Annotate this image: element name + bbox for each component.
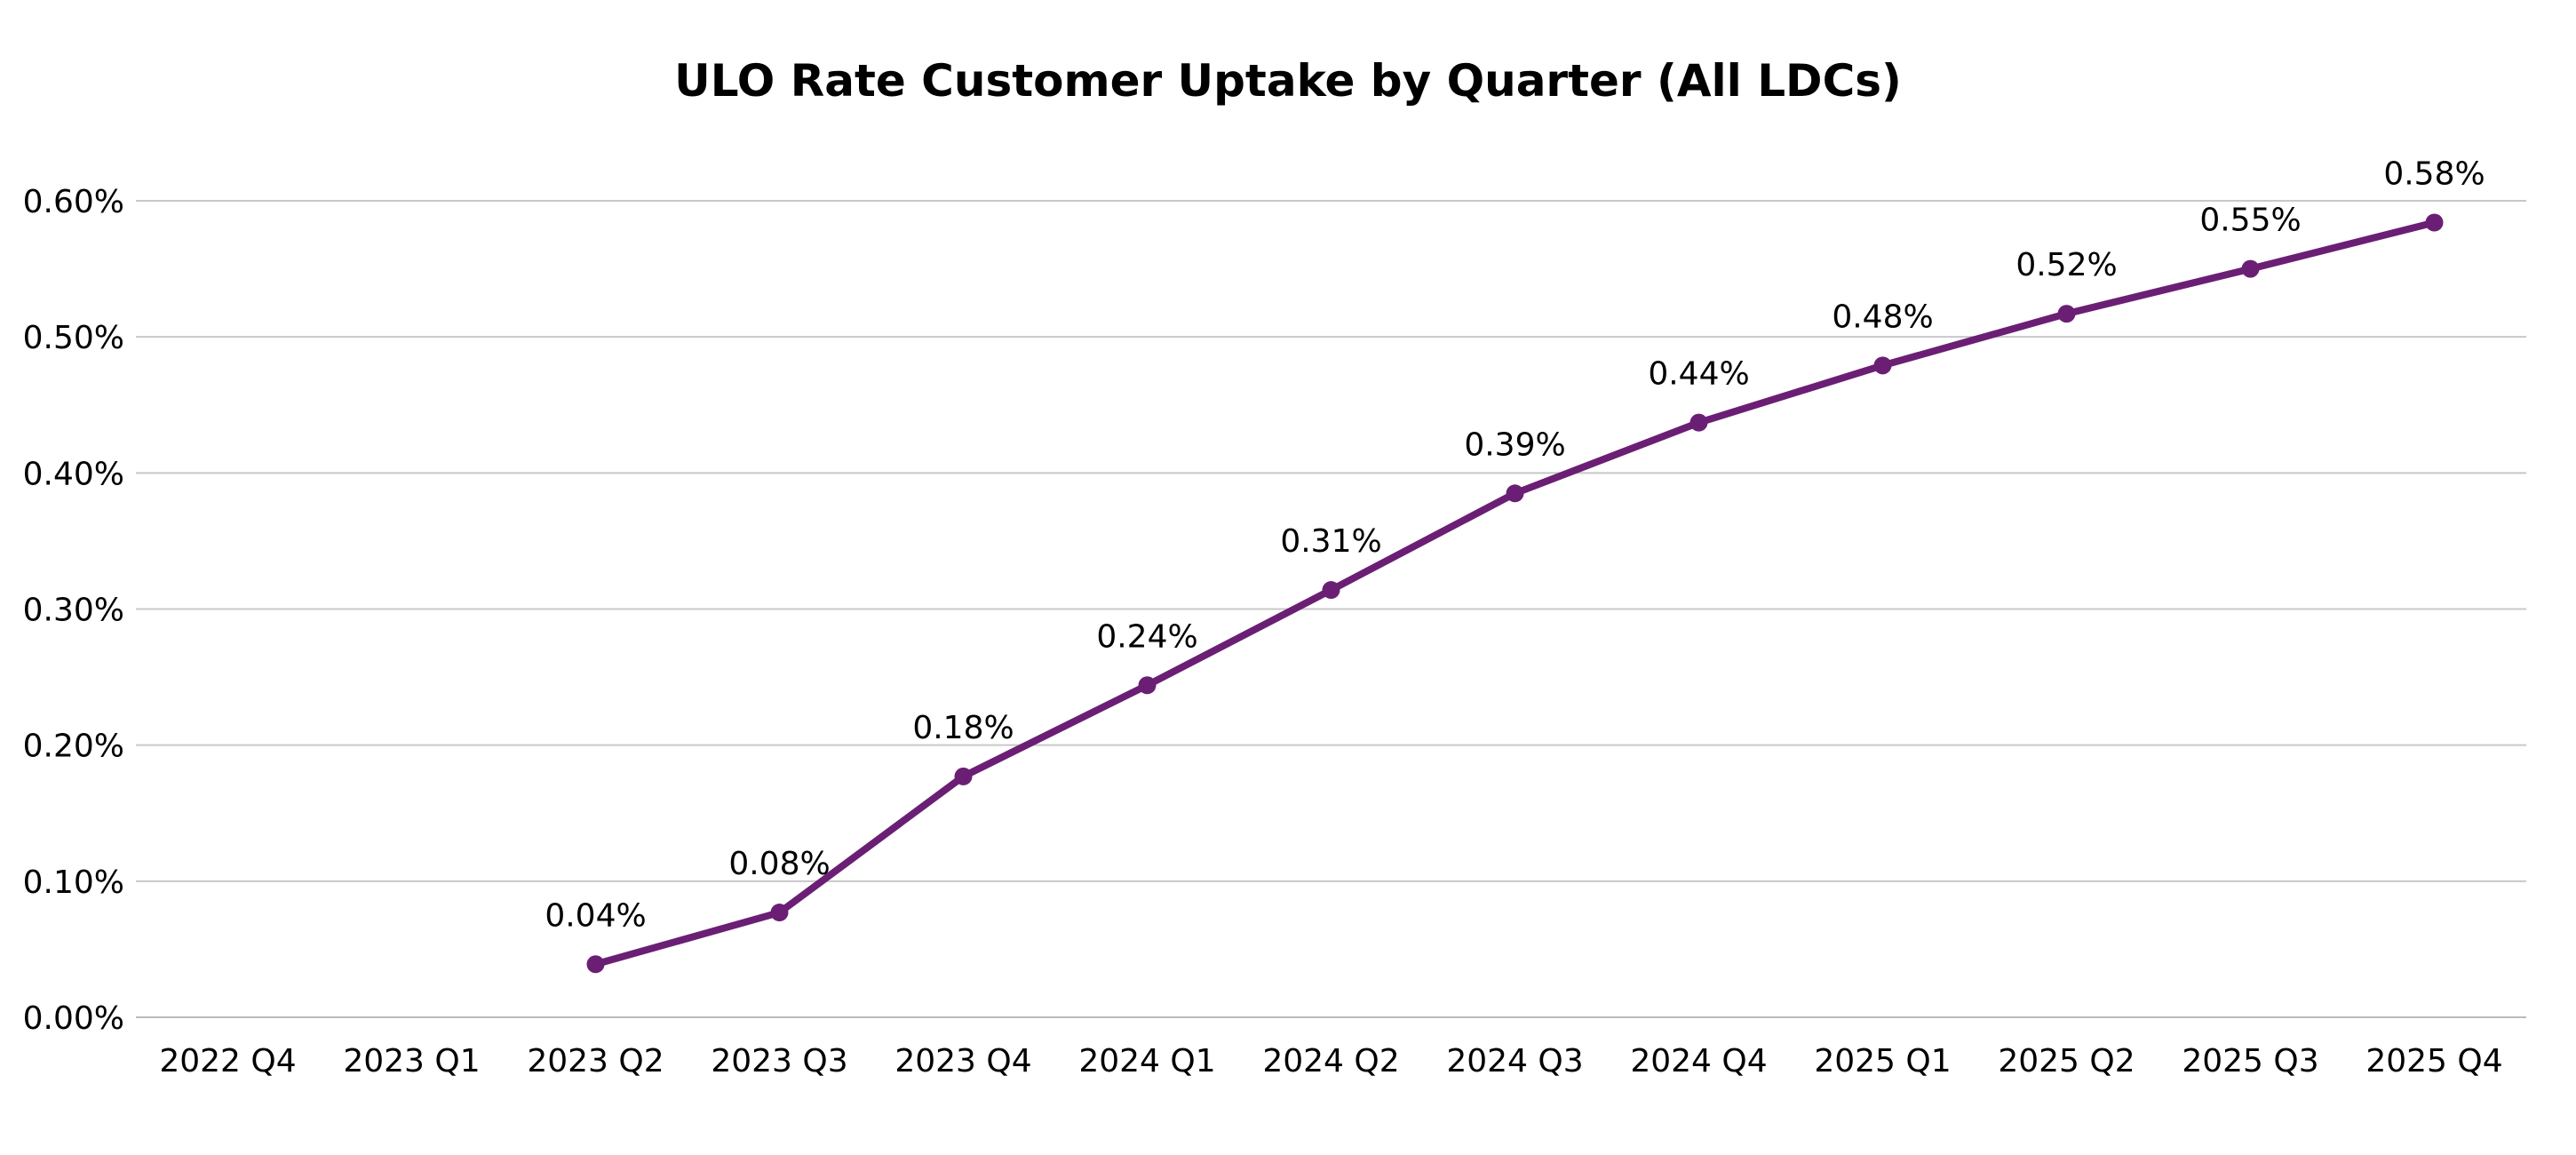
- data-point: [954, 767, 973, 785]
- x-tick-label: 2024 Q4: [1630, 1043, 1767, 1079]
- data-point: [1873, 356, 1892, 375]
- y-tick-label: 0.60%: [23, 184, 124, 220]
- data-label: 0.58%: [2383, 156, 2485, 193]
- data-point: [1690, 413, 1708, 432]
- data-label: 0.04%: [545, 897, 646, 934]
- series-line: [586, 213, 2444, 974]
- data-point: [770, 904, 789, 922]
- y-tick-label: 0.20%: [23, 729, 124, 765]
- y-tick-label: 0.00%: [23, 1000, 124, 1037]
- data-label: 0.52%: [2015, 247, 2117, 283]
- x-tick-label: 2025 Q2: [1998, 1043, 2135, 1079]
- x-tick-label: 2023 Q1: [343, 1043, 480, 1079]
- x-tick-label: 2024 Q3: [1446, 1043, 1583, 1079]
- data-label: 0.48%: [1832, 299, 1933, 335]
- x-tick-label: 2023 Q2: [527, 1043, 664, 1079]
- data-point: [1506, 484, 1524, 503]
- y-tick-label: 0.10%: [23, 864, 124, 901]
- data-point: [1322, 581, 1340, 600]
- x-tick-label: 2022 Q4: [159, 1043, 296, 1079]
- x-tick-label: 2023 Q4: [894, 1043, 1031, 1079]
- x-tick-label: 2024 Q2: [1262, 1043, 1399, 1079]
- x-tick-label: 2025 Q4: [2365, 1043, 2502, 1079]
- data-label: 0.55%: [2199, 203, 2301, 239]
- y-tick-label: 0.30%: [23, 593, 124, 629]
- x-tick-label: 2024 Q1: [1078, 1043, 1215, 1079]
- x-tick-label: 2023 Q3: [711, 1043, 847, 1079]
- y-tick-label: 0.50%: [23, 320, 124, 356]
- data-label: 0.08%: [728, 846, 830, 882]
- x-tick-label: 2025 Q3: [2182, 1043, 2318, 1079]
- y-axis: 0.00% 0.10% 0.20% 0.30% 0.40% 0.50% 0.60%: [23, 184, 124, 1037]
- data-label: 0.18%: [912, 710, 1014, 746]
- data-label: 0.31%: [1280, 523, 1381, 560]
- data-label: 0.24%: [1096, 618, 1197, 655]
- x-axis: 2022 Q4 2023 Q1 2023 Q2 2023 Q3 2023 Q4 2024 …: [159, 1043, 2502, 1079]
- data-point: [1138, 676, 1157, 695]
- data-label: 0.39%: [1464, 426, 1565, 463]
- data-point: [2241, 259, 2260, 278]
- data-point: [2057, 305, 2076, 323]
- data-labels: 0.04% 0.08% 0.18% 0.24% 0.31% 0.39% 0.44% 0.48%…: [545, 156, 2485, 935]
- x-tick-label: 2025 Q1: [1814, 1043, 1951, 1079]
- data-point: [2425, 213, 2444, 232]
- gridlines: [136, 200, 2526, 1018]
- series-path: [594, 219, 2436, 968]
- data-point: [586, 955, 605, 974]
- y-tick-label: 0.40%: [23, 456, 124, 492]
- chart-title: ULO Rate Customer Uptake by Quarter (All…: [674, 55, 1902, 107]
- data-label: 0.44%: [1648, 356, 1749, 393]
